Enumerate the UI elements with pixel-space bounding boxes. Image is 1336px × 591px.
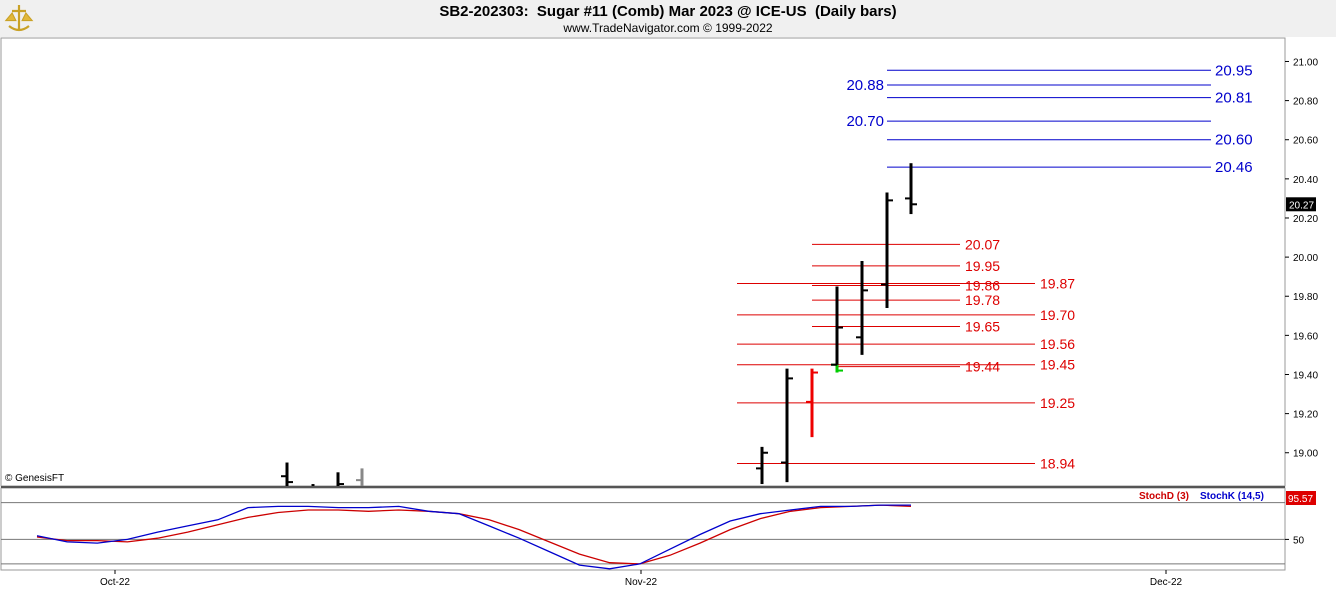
red-level-label: 19.56 <box>1040 336 1075 352</box>
stoch-d-line <box>36 504 912 565</box>
x-tick-label: Nov-22 <box>625 577 658 588</box>
chart-subtitle: www.TradeNavigator.com © 1999-2022 <box>563 21 773 35</box>
last-price-label: 20.27 <box>1289 200 1314 211</box>
x-tick-label: Oct-22 <box>100 577 130 588</box>
price-panel-frame <box>0 37 1286 487</box>
price-tick-label: 19.20 <box>1293 410 1318 421</box>
blue-level-label: 20.60 <box>1215 132 1253 149</box>
price-tick-label: 19.60 <box>1293 331 1318 342</box>
red-level-label: 20.07 <box>965 236 1000 252</box>
blue-level-label: 20.81 <box>1215 90 1253 107</box>
last-price-box <box>1286 197 1316 212</box>
chart-area: 19.00 19.20 19.40 19.60 19.80 20.00 20.20 20.40… <box>0 37 1318 588</box>
stoch-last-value-box <box>1286 491 1316 505</box>
chart-title: SB2-202303: Sugar #11 (Comb) Mar 2023 @ … <box>439 3 897 20</box>
trade-navigator-logo-icon <box>4 5 34 32</box>
red-level-label: 19.45 <box>1040 357 1075 373</box>
price-tick-label: 21.00 <box>1293 57 1318 68</box>
red-level-label: 19.70 <box>1040 307 1075 323</box>
stoch-k-line <box>36 504 911 570</box>
price-tick-label: 19.00 <box>1293 449 1318 460</box>
red-level-label: 19.86 <box>965 277 1000 293</box>
vendor-label: © GenesisFT <box>5 473 65 484</box>
stoch-panel-frame <box>0 487 1286 571</box>
red-level-label: 19.44 <box>965 359 1000 375</box>
red-level-label: 19.25 <box>1040 395 1075 411</box>
stoch-d-legend: StochD (3) <box>1139 491 1189 502</box>
blue-level-label: 20.88 <box>846 77 884 94</box>
red-level-label: 19.78 <box>965 292 1000 308</box>
red-level-label: 19.87 <box>1040 276 1075 292</box>
stoch-last-value-label: 95.57 <box>1288 494 1313 505</box>
stoch-k-legend: StochK (14,5) <box>1200 491 1264 502</box>
red-level-label: 19.65 <box>965 319 1000 335</box>
chart-header: SB2-202303: Sugar #11 (Comb) Mar 2023 @ … <box>0 0 1336 37</box>
blue-level-label: 20.70 <box>846 113 884 130</box>
stoch-tick-label: 50 <box>1293 535 1305 546</box>
price-tick-label: 19.80 <box>1293 292 1318 303</box>
price-tick-label: 19.40 <box>1293 370 1318 381</box>
price-tick-label: 20.80 <box>1293 97 1318 108</box>
price-tick-label: 20.20 <box>1293 214 1318 225</box>
price-tick-label: 20.40 <box>1293 175 1318 186</box>
price-tick-label: 20.60 <box>1293 136 1318 147</box>
red-level-label: 19.95 <box>965 258 1000 274</box>
x-tick-label: Dec-22 <box>1150 577 1183 588</box>
blue-level-label: 20.46 <box>1215 159 1253 176</box>
price-tick-label: 20.00 <box>1293 253 1318 264</box>
red-level-label: 18.94 <box>1040 456 1075 472</box>
blue-level-label: 20.95 <box>1215 62 1253 79</box>
